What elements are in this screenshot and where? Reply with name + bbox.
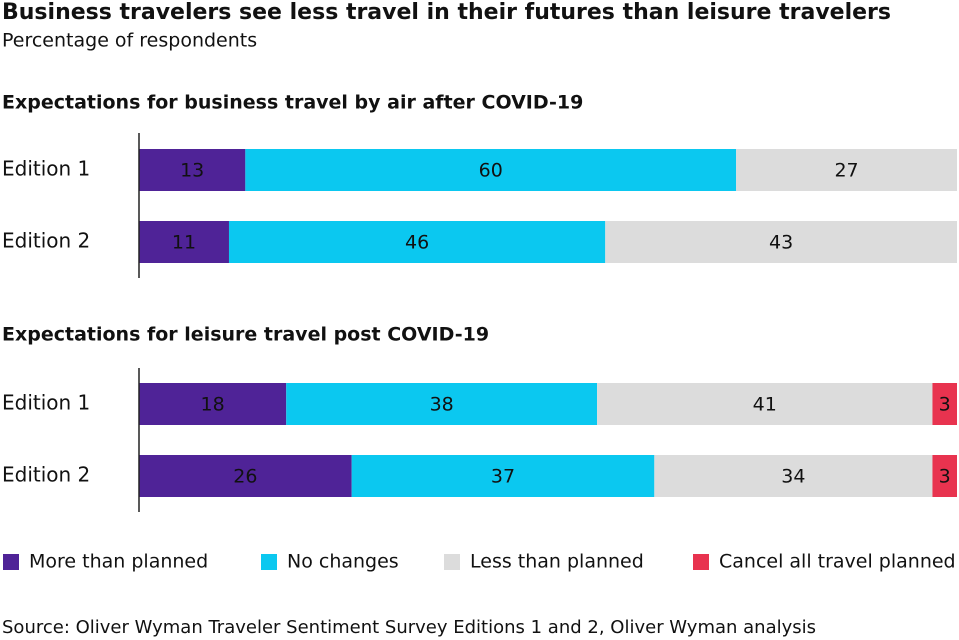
bar-segment (654, 455, 933, 497)
bar-segment (139, 455, 352, 497)
chart-title: Expectations for business travel by air … (2, 92, 583, 114)
value-label: 26 (233, 466, 257, 488)
value-label: 37 (491, 466, 515, 488)
legend-label: Cancel all travel planned (719, 551, 956, 573)
value-label: 27 (834, 160, 858, 182)
legend-swatch (261, 554, 277, 570)
bar-segment (245, 149, 737, 191)
value-label: 34 (781, 466, 805, 488)
value-label: 41 (753, 394, 777, 416)
category-label: Edition 2 (2, 229, 90, 253)
subtitle: Percentage of respondents (2, 30, 257, 52)
legend-label: No changes (287, 551, 399, 573)
bar-segment (605, 221, 957, 263)
source: Source: Oliver Wyman Traveler Sentiment … (2, 617, 816, 638)
value-label: 18 (201, 394, 225, 416)
bar-segment (139, 149, 246, 191)
value-label: 11 (172, 232, 196, 254)
legend-label: More than planned (29, 551, 208, 573)
legend-label: Less than planned (470, 551, 644, 573)
bar-segment (351, 455, 655, 497)
value-label: 3 (939, 466, 951, 488)
page-title: Business travelers see less travel in th… (2, 0, 891, 25)
bar-segment (597, 383, 933, 425)
value-label: 13 (180, 160, 204, 182)
bar-segment (139, 383, 287, 425)
bar-segment (286, 383, 598, 425)
category-label: Edition 1 (2, 157, 90, 181)
bar-segment (139, 221, 229, 263)
bar-segment (228, 221, 606, 263)
value-label: 46 (405, 232, 429, 254)
bar-segment (932, 383, 957, 425)
bar-segment (932, 455, 957, 497)
legend-swatch (3, 554, 19, 570)
chart-title: Expectations for leisure travel post COV… (2, 324, 489, 346)
legend-swatch (444, 554, 460, 570)
value-label: 43 (769, 232, 793, 254)
legend-swatch (693, 554, 709, 570)
value-label: 60 (479, 160, 503, 182)
value-label: 3 (939, 394, 951, 416)
value-label: 38 (430, 394, 454, 416)
category-label: Edition 2 (2, 463, 90, 487)
bar-segment (736, 149, 957, 191)
category-label: Edition 1 (2, 391, 90, 415)
